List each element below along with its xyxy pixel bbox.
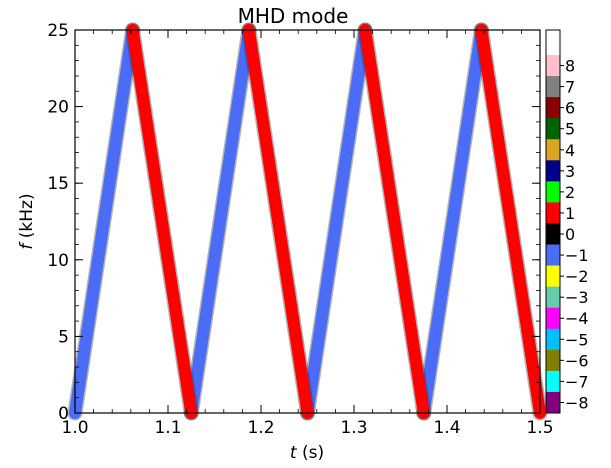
y-axis-label-variable: f bbox=[17, 241, 37, 250]
y-axis-ticks: 0 5 10 15 20 25 bbox=[47, 21, 540, 424]
colorbar-swatch bbox=[546, 97, 560, 119]
colorbar-swatch bbox=[546, 391, 560, 414]
colorbar-label: 1 bbox=[565, 204, 575, 223]
y-tick-label: 25 bbox=[47, 21, 69, 41]
y-tick-label: 5 bbox=[58, 327, 69, 347]
mode--1-band-3 bbox=[301, 24, 372, 419]
mode-colorbar: 8 7 6 5 4 3 2 1 0 −1 −2 −3 −4 −5 −6 −7 −8 bbox=[545, 29, 589, 414]
x-axis-ticks: 1.0 1.1 1.2 1.3 1.4 1.5 bbox=[61, 30, 554, 438]
colorbar-label: 3 bbox=[565, 162, 575, 181]
colorbar-label: 0 bbox=[565, 225, 575, 244]
x-tick-label: 1.2 bbox=[247, 418, 274, 438]
x-tick-label: 1.0 bbox=[61, 418, 88, 438]
colorbar-label: −4 bbox=[565, 309, 589, 328]
mode-1-band-3 bbox=[359, 24, 430, 419]
colorbar-swatch bbox=[546, 349, 560, 372]
colorbar-label: 5 bbox=[565, 120, 575, 139]
colorbar-swatch bbox=[546, 118, 560, 140]
x-axis-label-unit: (s) bbox=[297, 443, 325, 463]
y-tick-label: 0 bbox=[58, 404, 69, 424]
colorbar-swatch bbox=[546, 160, 560, 182]
x-tick-label: 1.4 bbox=[433, 418, 460, 438]
x-tick-label: 1.3 bbox=[340, 418, 367, 438]
colorbar-label: −1 bbox=[565, 246, 589, 265]
colorbar-label: −8 bbox=[565, 393, 589, 412]
colorbar-swatch bbox=[546, 202, 560, 224]
colorbar-frame bbox=[545, 29, 561, 414]
colorbar-label: −2 bbox=[565, 267, 589, 286]
x-tick-label: 1.1 bbox=[154, 418, 181, 438]
colorbar-swatch bbox=[546, 244, 560, 266]
colorbar-label: −3 bbox=[565, 288, 589, 307]
colorbar-swatch bbox=[546, 181, 560, 203]
y-tick-label: 15 bbox=[47, 174, 69, 194]
colorbar-label: 7 bbox=[565, 78, 575, 97]
colorbar-label: 8 bbox=[565, 57, 575, 76]
mode-1-band-4 bbox=[475, 24, 546, 419]
colorbar-swatch bbox=[546, 76, 560, 98]
colorbar-swatch bbox=[546, 265, 560, 287]
colorbar-swatch bbox=[546, 286, 560, 309]
y-tick-label: 10 bbox=[47, 251, 69, 271]
colorbar-label: 2 bbox=[565, 183, 575, 202]
x-tick-label: 1.5 bbox=[526, 418, 553, 438]
colorbar-swatch bbox=[546, 139, 560, 161]
y-axis-label-unit: (kHz) bbox=[17, 193, 37, 243]
colorbar-swatch bbox=[546, 55, 560, 77]
mode-1-band-1 bbox=[126, 24, 198, 419]
x-axis-label: t (s) bbox=[290, 443, 324, 463]
colorbar-label: −6 bbox=[565, 351, 589, 370]
colorbar-label: 6 bbox=[565, 99, 575, 118]
mode--1-band-1 bbox=[69, 24, 139, 419]
plot-frame bbox=[74, 29, 541, 414]
colorbar-swatch bbox=[546, 223, 560, 245]
plot-series bbox=[67, 22, 548, 421]
mode-1-band-2 bbox=[242, 24, 314, 419]
colorbar-label: −7 bbox=[565, 372, 589, 391]
colorbar-swatch bbox=[546, 328, 560, 351]
x-axis-label-variable: t bbox=[290, 443, 298, 463]
mode--1-band-2 bbox=[185, 24, 255, 419]
colorbar-swatch bbox=[546, 307, 560, 330]
colorbar-label: 4 bbox=[565, 141, 575, 160]
colorbar-swatch bbox=[546, 370, 560, 393]
colorbar-label: −5 bbox=[565, 330, 589, 349]
y-axis-label: f (kHz) bbox=[17, 193, 37, 249]
chart-title: MHD mode bbox=[238, 4, 349, 28]
y-tick-label: 20 bbox=[47, 98, 69, 118]
mode--1-band-4 bbox=[417, 24, 488, 419]
